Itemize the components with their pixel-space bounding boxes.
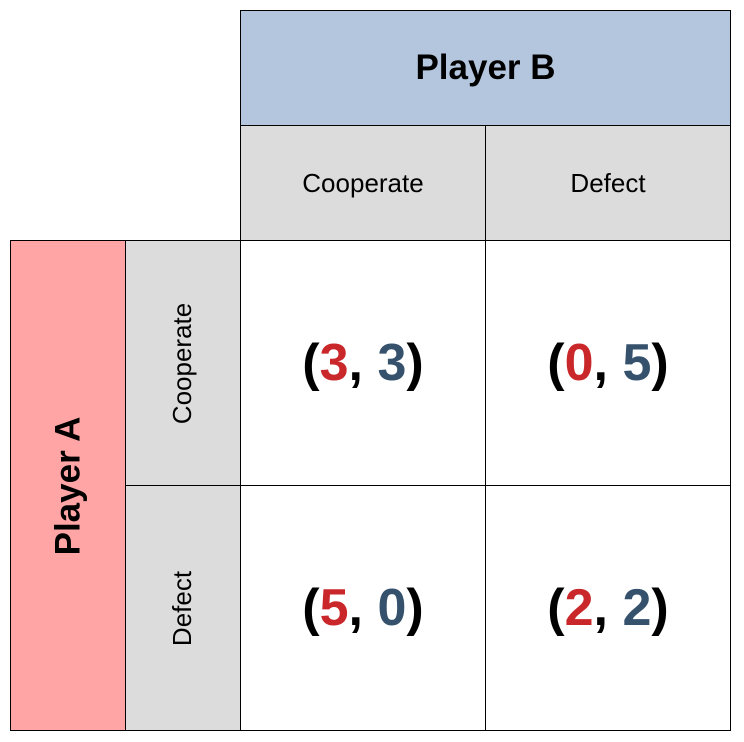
player-b-payoff: 0	[377, 579, 407, 637]
player-b-payoff: 5	[622, 334, 652, 392]
payoff-cell-defect-defect: (2, 2)	[485, 485, 731, 731]
player-b-payoff: 3	[377, 334, 407, 392]
close-paren: )	[651, 334, 669, 392]
payoff-separator: ,	[348, 334, 378, 392]
column-strategy-defect-label: Defect	[570, 167, 646, 198]
close-paren: )	[406, 334, 424, 392]
player-a-label: Player A	[48, 416, 88, 555]
payoff-separator: ,	[593, 334, 623, 392]
row-strategy-cooperate-label: Cooperate	[167, 302, 198, 424]
open-paren: (	[302, 334, 320, 392]
payoff-pair: (5, 0)	[302, 578, 423, 638]
player-a-payoff: 3	[319, 334, 349, 392]
row-strategy-cooperate: Cooperate	[125, 240, 241, 486]
payoff-cell-defect-cooperate: (5, 0)	[240, 485, 486, 731]
column-strategy-cooperate-label: Cooperate	[302, 167, 424, 198]
player-a-header: Player A	[10, 240, 126, 731]
open-paren: (	[547, 334, 565, 392]
payoff-pair: (3, 3)	[302, 333, 423, 393]
payoff-separator: ,	[348, 579, 378, 637]
column-strategy-cooperate: Cooperate	[240, 125, 486, 241]
row-strategy-defect: Defect	[125, 485, 241, 731]
player-b-payoff: 2	[622, 579, 652, 637]
player-a-payoff: 5	[319, 579, 349, 637]
player-a-payoff: 0	[564, 334, 594, 392]
column-strategy-defect: Defect	[485, 125, 731, 241]
payoff-separator: ,	[593, 579, 623, 637]
payoff-pair: (0, 5)	[547, 333, 668, 393]
payoff-pair: (2, 2)	[547, 578, 668, 638]
open-paren: (	[302, 579, 320, 637]
player-a-payoff: 2	[564, 579, 594, 637]
payoff-cell-cooperate-defect: (0, 5)	[485, 240, 731, 486]
player-b-header: Player B	[240, 10, 731, 126]
open-paren: (	[547, 579, 565, 637]
close-paren: )	[651, 579, 669, 637]
player-b-label: Player B	[415, 48, 556, 87]
row-strategy-defect-label: Defect	[167, 570, 198, 646]
close-paren: )	[406, 579, 424, 637]
payoff-cell-cooperate-cooperate: (3, 3)	[240, 240, 486, 486]
